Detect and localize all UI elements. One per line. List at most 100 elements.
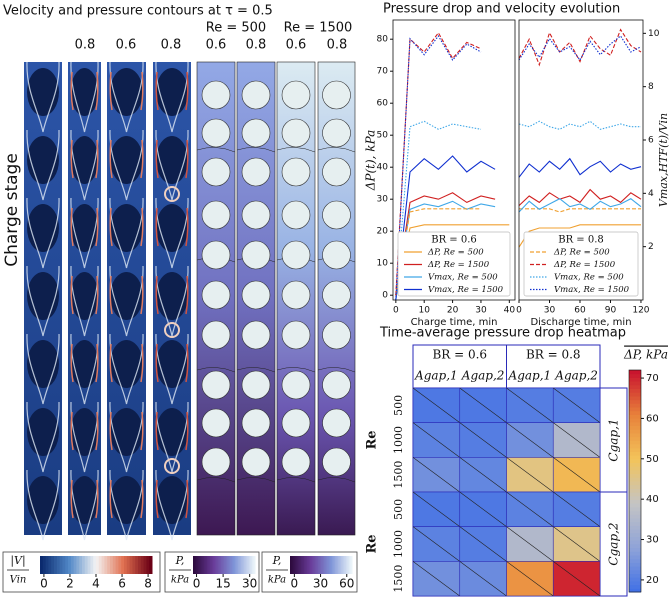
pressure-obstacle: [322, 240, 351, 270]
colorbar-cell: [202, 556, 205, 574]
colorbar-cell: [321, 556, 324, 574]
colorbar-cell: [629, 395, 641, 401]
velocity-bulb: [27, 340, 59, 388]
colorbar-tick-label: 60: [646, 413, 659, 424]
pressure-obstacle: [322, 320, 351, 350]
pressure-obstacle: [241, 118, 271, 148]
pressure-obstacle: [201, 320, 231, 350]
row-label: 500: [392, 499, 405, 520]
velocity-streak: [155, 479, 189, 519]
pressure-obstacle: [241, 370, 271, 400]
pressure-obstacle: [201, 118, 231, 148]
series-line: [395, 192, 496, 296]
colorbar-cell: [224, 556, 227, 574]
cell-divider: [553, 491, 601, 527]
colorbar-cell: [629, 436, 641, 441]
colorbar-cell: [225, 556, 228, 574]
velocity-bulb: [70, 476, 99, 524]
row-label: 500: [392, 395, 405, 416]
panel-label: 0.8: [327, 38, 348, 53]
colorbar-cell: [629, 377, 641, 382]
colorbar-tick-label: 50: [646, 454, 659, 465]
velocity-streak: [155, 469, 189, 541]
colorbar-cell: [629, 562, 641, 567]
colorbar-cell: [307, 556, 310, 574]
colorbar-cell: [629, 580, 641, 586]
velocity-streak: [109, 265, 144, 337]
legend-label: Vmax, Re = 500: [428, 273, 498, 283]
panel-label: 0.8: [246, 38, 267, 53]
pressure-obstacle: [281, 320, 311, 350]
colorbar-cell: [629, 469, 641, 475]
velocity-streak: [70, 265, 99, 337]
velocity-streak: [155, 61, 189, 133]
colorbar-cell: [629, 410, 641, 415]
colorbar-cell: [237, 556, 240, 574]
pressure-isoline: [236, 367, 276, 373]
pressure-obstacle: [201, 280, 231, 310]
cell-divider: [506, 561, 554, 597]
velocity-bulb: [110, 272, 143, 320]
colorbar-cell: [629, 384, 641, 389]
colorbar-cell: [629, 407, 641, 412]
colorbar-cell: [65, 556, 69, 574]
velocity-streak: [155, 275, 189, 315]
colorbar-cell: [121, 556, 125, 574]
cell-divider: [412, 422, 460, 458]
pressure-isoline: [196, 477, 236, 483]
colorbar-cell: [629, 503, 641, 508]
pressure-isoline: [276, 477, 316, 483]
colorbar-tick-label: 40: [646, 494, 659, 505]
panel-label: 0.6: [116, 38, 137, 53]
y2-tick-label: 6: [648, 136, 654, 146]
plot-frame: [518, 19, 644, 301]
colorbar-cell: [629, 584, 641, 589]
colorbar-cell: [629, 429, 641, 434]
velocity-streak: [26, 265, 60, 337]
y-tick-label: 40: [377, 163, 389, 173]
column-group-label: BR = 0.8: [526, 348, 581, 362]
colorbar-cell: [629, 447, 641, 452]
velocity-bulb: [156, 136, 188, 184]
x-tick-label: 20: [447, 306, 459, 316]
colorbar-tick-label: 8: [144, 577, 152, 591]
colorbar-cell: [98, 556, 103, 574]
colorbar-cell: [73, 556, 77, 574]
colorbar-cell: [629, 488, 641, 493]
pressure-obstacle: [241, 408, 271, 438]
colorbar-cell: [325, 556, 328, 574]
legend-label: Vmax, Re = 1500: [428, 285, 504, 295]
colorbar-tick-label: 4: [92, 577, 100, 591]
pressure-obstacle: [322, 80, 351, 110]
row-label: 1500: [392, 565, 405, 593]
cell-divider: [553, 457, 601, 493]
colorbar-cell: [193, 556, 196, 574]
x-axis-label: Discharge time, min: [530, 317, 631, 328]
pressure-obstacle: [281, 280, 311, 310]
colorbar-cell: [76, 556, 80, 574]
y2-tick-label: 4: [648, 189, 654, 199]
colorbar-cell: [149, 556, 153, 574]
pressure-isoline: [196, 367, 236, 373]
velocity-bulb: [156, 408, 188, 456]
colorbar-cell: [56, 556, 61, 574]
re-label: Re = 500: [206, 21, 266, 36]
colorbar-cell: [112, 556, 117, 574]
colorbar-cell: [211, 556, 214, 574]
colorbar-cell: [629, 529, 641, 534]
colorbar-cell: [629, 521, 641, 526]
colorbar-cell: [317, 556, 320, 574]
y2-tick-label: 10: [648, 29, 660, 39]
colorbar-cell: [629, 370, 641, 375]
colorbar-cell: [290, 556, 293, 574]
velocity-streak: [70, 71, 99, 111]
pressure-obstacle: [281, 200, 311, 230]
colorbar-cell: [253, 556, 256, 574]
colorbar-cell: [70, 556, 75, 574]
colorbar-cell: [68, 556, 72, 574]
velocity-streak: [109, 469, 144, 541]
colorbar-tick-label: 30: [242, 577, 257, 591]
colorbar-cell: [629, 388, 641, 393]
colorbar-cell: [42, 556, 47, 574]
colorbar-cell: [345, 556, 348, 574]
